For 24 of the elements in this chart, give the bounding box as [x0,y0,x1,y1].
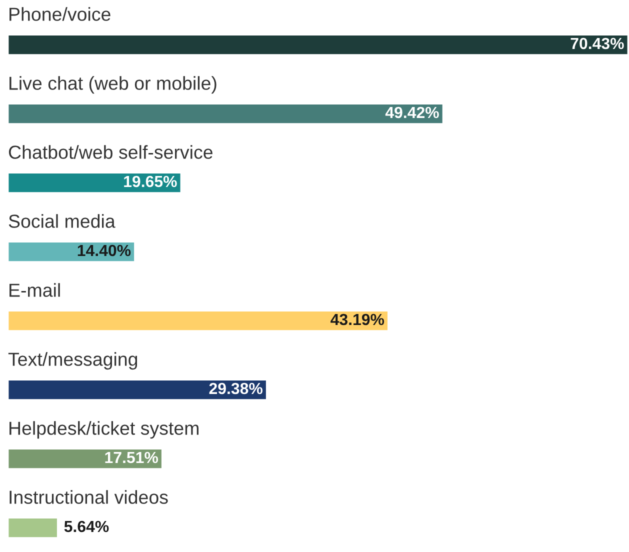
data-label: 29.38% [209,382,262,394]
bar [8,172,182,194]
bar [8,517,58,539]
y-tick-label: Chatbot/web self-service [8,145,212,159]
bar [8,310,389,332]
y-tick-label: Text/messaging [8,352,138,370]
data-label: 5.64% [64,520,109,532]
data-label: 19.65% [124,176,177,188]
bar [8,379,268,401]
y-tick-label: E-mail [10,283,60,297]
data-label: 49.42% [385,106,439,118]
y-tick-label: Social media [8,214,116,228]
data-label: 14.40% [78,244,131,256]
y-tick-label: Helpdesk/ticket system [10,421,198,439]
data-label: 17.51% [105,452,158,464]
bar [8,34,628,56]
bar [8,103,444,125]
bar [8,241,136,263]
y-tick-label: Phone/voice [10,7,110,21]
y-tick-label: Instructional videos [10,490,168,504]
data-label: 43.19% [330,314,384,326]
bar [8,448,163,470]
data-label: 70.43% [570,38,624,50]
y-tick-label: Live chat (web or mobile) [10,76,216,94]
